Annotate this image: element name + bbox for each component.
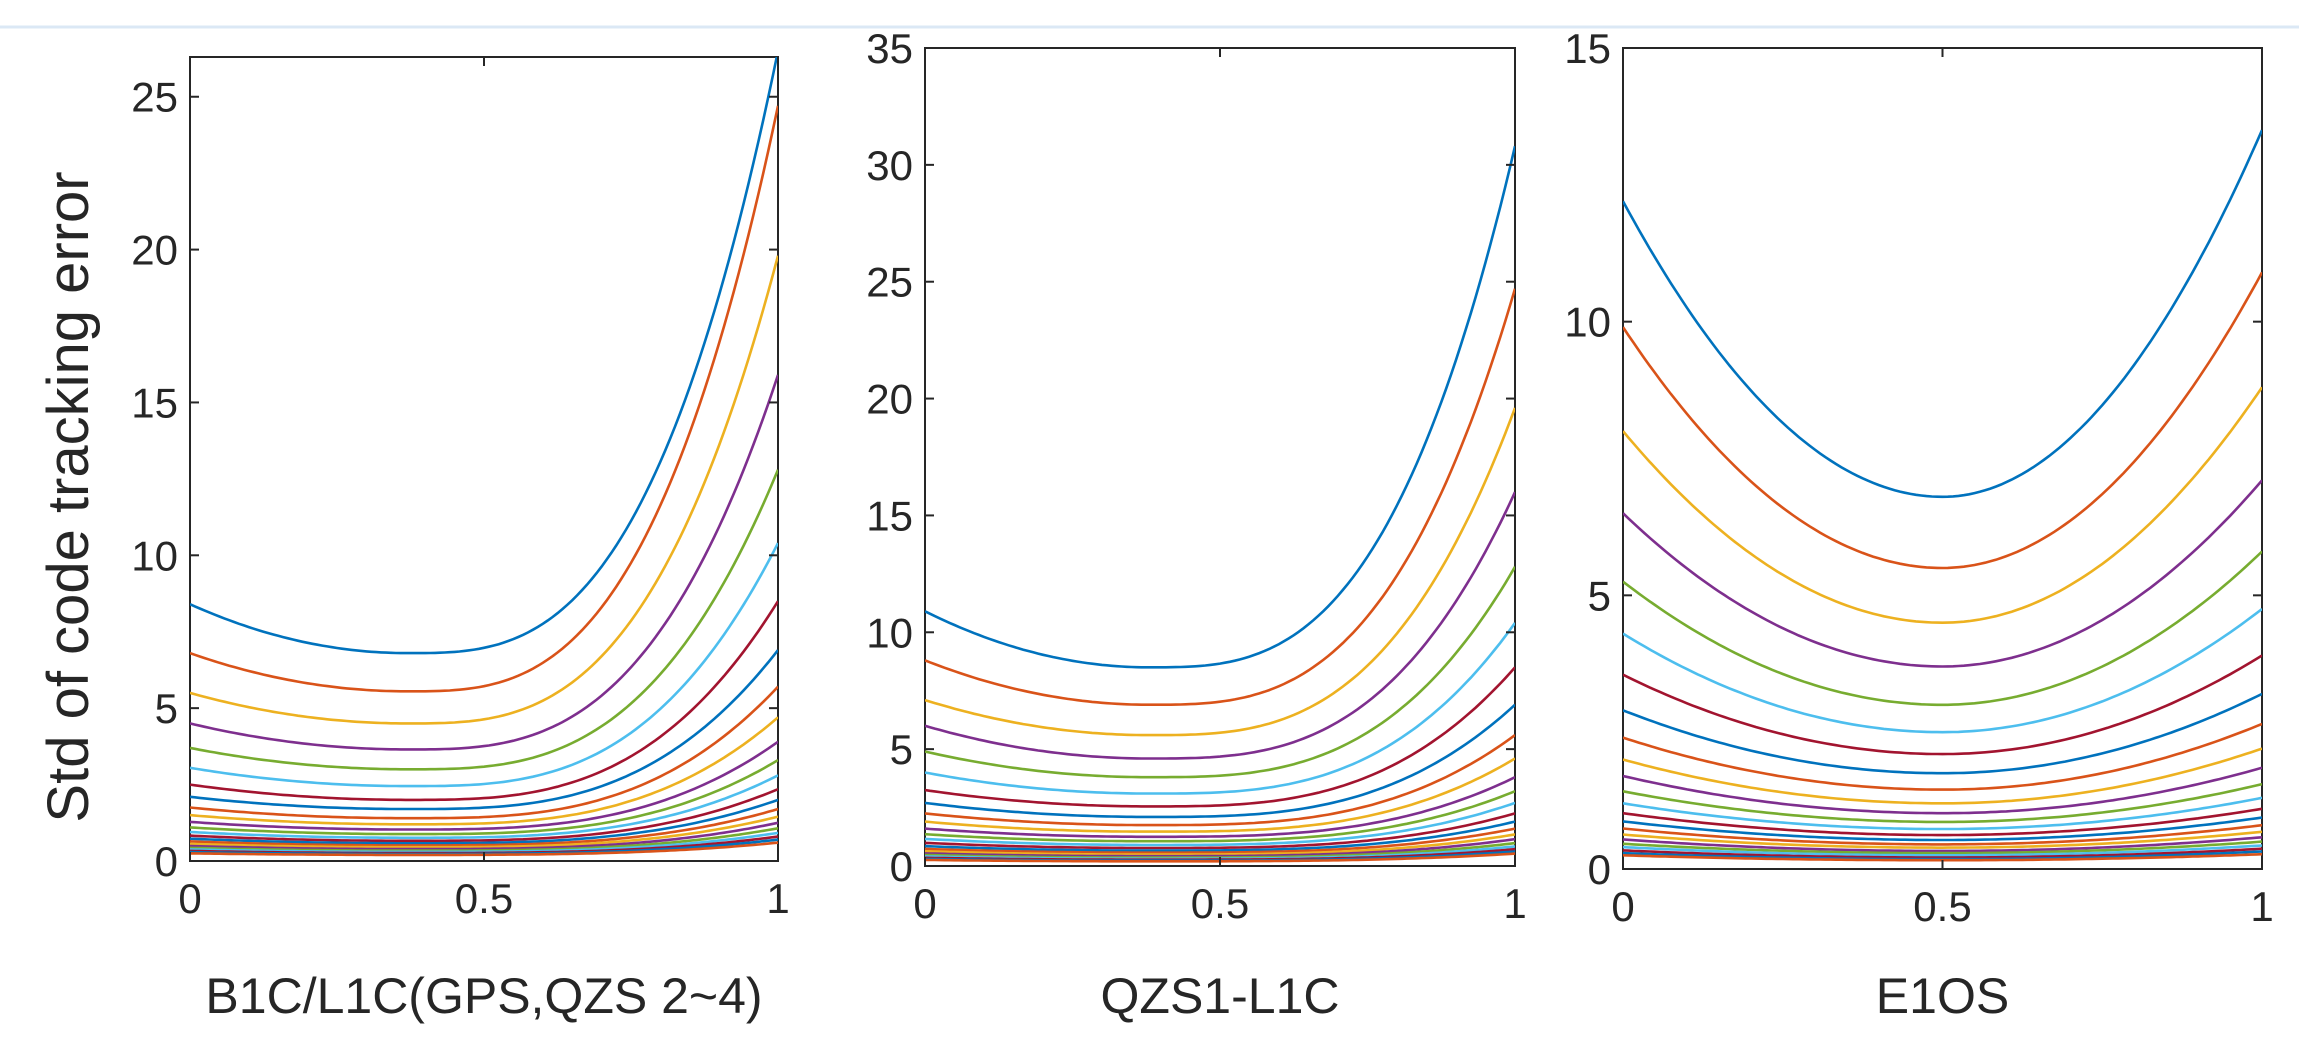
series-line-12 <box>190 758 778 836</box>
series-line-14 <box>1623 807 2262 837</box>
series-line-21 <box>1623 847 2262 859</box>
series-line-1 <box>190 57 778 655</box>
y-tick-label: 0 <box>890 843 913 890</box>
curves <box>190 57 778 857</box>
series-line-12 <box>925 789 1515 843</box>
y-tick-label: 0 <box>155 838 178 885</box>
series-line-7 <box>190 600 778 802</box>
series-line-11 <box>1623 766 2262 815</box>
y-tick-label: 20 <box>131 227 178 274</box>
x-tick-label: 0.5 <box>1191 880 1249 927</box>
series-line-1 <box>925 145 1515 669</box>
x-tick-label: 1 <box>766 875 789 922</box>
y-tick-label: 10 <box>866 609 913 656</box>
y-axis-label: Std of code tracking error <box>36 171 101 822</box>
series-line-3 <box>925 407 1515 737</box>
series-line-17 <box>925 833 1515 856</box>
y-tick-label: 10 <box>1564 299 1611 346</box>
y-tick-label: 25 <box>131 74 178 121</box>
series-line-18 <box>1623 836 2262 853</box>
series-line-14 <box>190 787 778 843</box>
x-tick-label: 0.5 <box>455 875 513 922</box>
series-line-16 <box>925 827 1515 854</box>
series-line-5 <box>190 469 778 771</box>
series-line-9 <box>1623 722 2262 791</box>
series-line-9 <box>190 685 778 820</box>
series-line-9 <box>925 734 1515 827</box>
series-line-1 <box>1623 129 2262 499</box>
series-line-2 <box>1623 271 2262 570</box>
series-line-4 <box>1623 479 2262 668</box>
series-line-4 <box>925 491 1515 760</box>
series-line-8 <box>925 703 1515 819</box>
y-tick-label: 5 <box>1588 572 1611 619</box>
series-line-7 <box>925 666 1515 808</box>
series-line-8 <box>1623 692 2262 775</box>
series-line-5 <box>925 566 1515 779</box>
series-line-18 <box>190 821 778 851</box>
y-tick-label: 5 <box>890 726 913 773</box>
series-line-10 <box>925 757 1515 833</box>
curves <box>925 145 1515 863</box>
chart-panel-3: 0 5 10 15 0 0.5 1 E1OS <box>1564 25 2273 1024</box>
axes-box <box>924 47 1516 867</box>
series-line-6 <box>1623 607 2262 734</box>
series-line-5 <box>1623 550 2262 707</box>
series-line-13 <box>190 774 778 840</box>
x-axis-label: E1OS <box>1876 968 2009 1024</box>
series-line-3 <box>1623 386 2262 625</box>
y-tick-label: 15 <box>866 492 913 539</box>
series-line-10 <box>190 716 778 826</box>
series-line-19 <box>1623 840 2262 855</box>
series-line-16 <box>1623 823 2262 846</box>
x-axis-label: QZS1-L1C <box>1101 968 1340 1024</box>
series-line-15 <box>925 820 1515 852</box>
x-tick-label: 1 <box>2250 883 2273 930</box>
series-line-16 <box>190 807 778 847</box>
series-line-11 <box>925 776 1515 839</box>
series-line-10 <box>1623 747 2262 805</box>
series-line-17 <box>190 815 778 849</box>
y-tick-label: 10 <box>131 532 178 579</box>
series-line-4 <box>190 374 778 751</box>
y-tick-label: 15 <box>131 379 178 426</box>
y-tick-label: 15 <box>1564 25 1611 72</box>
series-line-15 <box>190 798 778 845</box>
series-line-20 <box>1623 844 2262 857</box>
x-tick-label: 0 <box>178 875 201 922</box>
series-line-2 <box>190 105 778 693</box>
x-axis-label: B1C/L1C(GPS,QZS 2~4) <box>205 968 762 1024</box>
series-line-13 <box>925 801 1515 847</box>
chart-panel-2: 0 5 10 15 20 25 30 35 0 0.5 1 QZS1-L1C <box>866 25 1526 1024</box>
y-tick-label: 20 <box>866 376 913 423</box>
series-line-18 <box>925 837 1515 858</box>
series-line-6 <box>925 622 1515 795</box>
series-line-2 <box>925 288 1515 706</box>
curves <box>1623 129 2262 862</box>
series-line-3 <box>190 255 778 725</box>
series-line-15 <box>1623 816 2262 842</box>
series-line-12 <box>1623 782 2262 824</box>
series-line-6 <box>190 542 778 788</box>
y-tick-label: 0 <box>1588 846 1611 893</box>
series-line-17 <box>1623 830 2262 849</box>
y-tick-label: 30 <box>866 142 913 189</box>
x-tick-label: 0.5 <box>1913 883 1971 930</box>
x-tick-label: 1 <box>1503 880 1526 927</box>
y-tick-label: 25 <box>866 259 913 306</box>
series-line-8 <box>190 649 778 811</box>
series-line-7 <box>1623 654 2262 756</box>
series-line-14 <box>925 812 1515 850</box>
x-tick-label: 0 <box>913 880 936 927</box>
series-line-13 <box>1623 796 2262 831</box>
series-line-11 <box>190 740 778 831</box>
axes-box <box>1622 47 2263 870</box>
y-tick-label: 5 <box>155 685 178 732</box>
y-tick-label: 35 <box>866 25 913 72</box>
x-tick-label: 0 <box>1611 883 1634 930</box>
